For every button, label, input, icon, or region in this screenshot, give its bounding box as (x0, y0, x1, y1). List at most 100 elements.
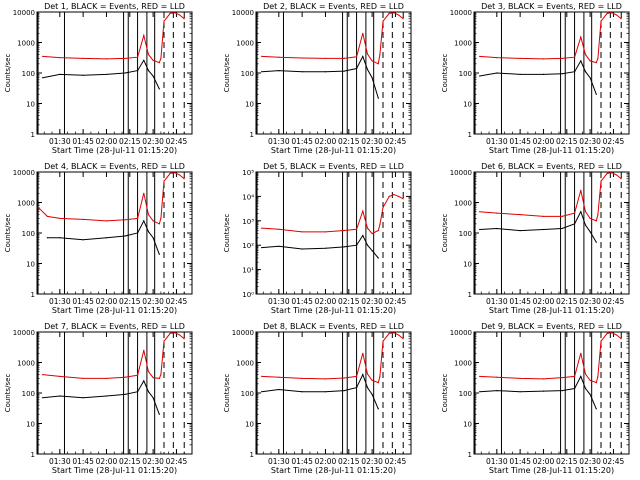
lld-point (580, 189, 582, 191)
x-tick-label: 01:30 (49, 137, 71, 146)
detector-panel: Det 1, BLACK = Events, RED = LLD 1 10 100 10… (4, 2, 193, 155)
events-point (496, 390, 498, 392)
x-tick-label: 02:15 (556, 457, 578, 466)
x-tick-label: 02:15 (119, 297, 141, 306)
lld-point (606, 12, 608, 14)
lld-point (147, 54, 150, 56)
x-tick-label: 02:45 (166, 297, 188, 306)
lld-point (169, 12, 171, 14)
y-tick-label: 10000 (232, 9, 254, 17)
lld-point (105, 220, 108, 222)
lld-point (595, 382, 597, 384)
plot-frame (36, 171, 193, 295)
events-series-line (479, 59, 597, 95)
x-tick-label: 02:30 (579, 297, 601, 306)
lld-point (382, 20, 384, 22)
lld-point (160, 374, 162, 376)
events-point (105, 237, 108, 239)
panel-title: Det 9, BLACK = Events, RED = LLD (481, 322, 622, 331)
events-point (158, 253, 160, 255)
events-series-line (42, 379, 160, 415)
events-point (124, 393, 126, 395)
events-point (42, 397, 44, 399)
lld-point (388, 332, 390, 334)
x-tick-label: 02:15 (338, 457, 360, 466)
events-point (584, 224, 587, 226)
y-axis-label: Counts/sec (441, 374, 449, 413)
lld-point (59, 375, 61, 377)
lld-point (574, 56, 576, 58)
x-tick-label: 01:30 (486, 137, 508, 146)
lld-point (174, 172, 176, 174)
y-tick-label: 1 (468, 131, 472, 139)
lld-point (542, 378, 545, 380)
plot-frame (36, 11, 193, 135)
lld-series-line (37, 172, 185, 225)
x-tick-label: 02:45 (385, 457, 407, 466)
lld-point (561, 215, 563, 217)
y-axis-label: Counts/sec (441, 54, 449, 93)
events-point (589, 393, 591, 395)
x-tick-label: 02:00 (315, 137, 337, 146)
lld-point (174, 332, 176, 334)
lld-point (174, 12, 176, 14)
events-point (59, 237, 61, 239)
events-point (362, 234, 364, 237)
events-point (261, 247, 263, 249)
lld-point (616, 14, 618, 16)
events-point (584, 387, 587, 390)
lld-point (261, 227, 263, 229)
lld-point (179, 334, 181, 336)
x-tick-label: 01:30 (486, 457, 508, 466)
lld-point (124, 57, 126, 60)
events-point (366, 244, 369, 246)
y-tick-label: 10000 (450, 9, 472, 17)
lld-series-line (261, 193, 404, 235)
lld-point (160, 57, 162, 60)
events-point (589, 77, 591, 79)
events-point (278, 70, 280, 72)
events-point (158, 413, 160, 415)
lld-point (169, 332, 171, 334)
lld-point (542, 215, 545, 217)
events-point (371, 77, 373, 79)
x-tick-label: 02:45 (166, 137, 188, 146)
x-tick-label: 02:30 (142, 457, 164, 466)
detector-panel: Det 2, BLACK = Events, RED = LLD 1 10 100 10… (223, 2, 412, 155)
y-tick-label: 10 (26, 421, 35, 429)
events-point (542, 228, 545, 231)
y-tick-label: 1 (31, 451, 35, 459)
lld-point (616, 174, 618, 176)
lld-point (362, 210, 364, 212)
lld-point (143, 34, 145, 37)
lld-point (393, 332, 395, 334)
lld-point (356, 56, 358, 58)
y-axis-label: Counts/sec (4, 374, 12, 413)
events-point (377, 257, 379, 259)
plot-frame (255, 11, 412, 135)
lld-point (542, 58, 545, 60)
events-point (343, 70, 345, 72)
y-axis-label: Counts/sec (4, 54, 12, 93)
events-point (82, 397, 84, 399)
events-point (143, 380, 145, 382)
lld-point (393, 193, 395, 196)
lld-point (366, 373, 369, 375)
y-tick-label: 100 (241, 70, 254, 78)
lld-point (343, 57, 345, 60)
lld-point (371, 60, 373, 62)
x-tick-label: 01:45 (72, 457, 94, 466)
events-point (152, 397, 154, 399)
detector-panel: Det 6, BLACK = Events, RED = LLD 1 10 100 10… (441, 162, 630, 315)
events-point (479, 228, 481, 231)
events-series-line (479, 375, 597, 410)
x-tick-label: 01:45 (509, 137, 531, 146)
events-point (496, 227, 498, 230)
lld-point (82, 57, 84, 60)
events-point (371, 250, 373, 252)
events-point (137, 70, 139, 72)
events-point (561, 390, 563, 392)
lld-point (589, 60, 591, 62)
y-tick-label: 1000 (17, 360, 35, 368)
x-tick-label: 02:45 (603, 297, 625, 306)
